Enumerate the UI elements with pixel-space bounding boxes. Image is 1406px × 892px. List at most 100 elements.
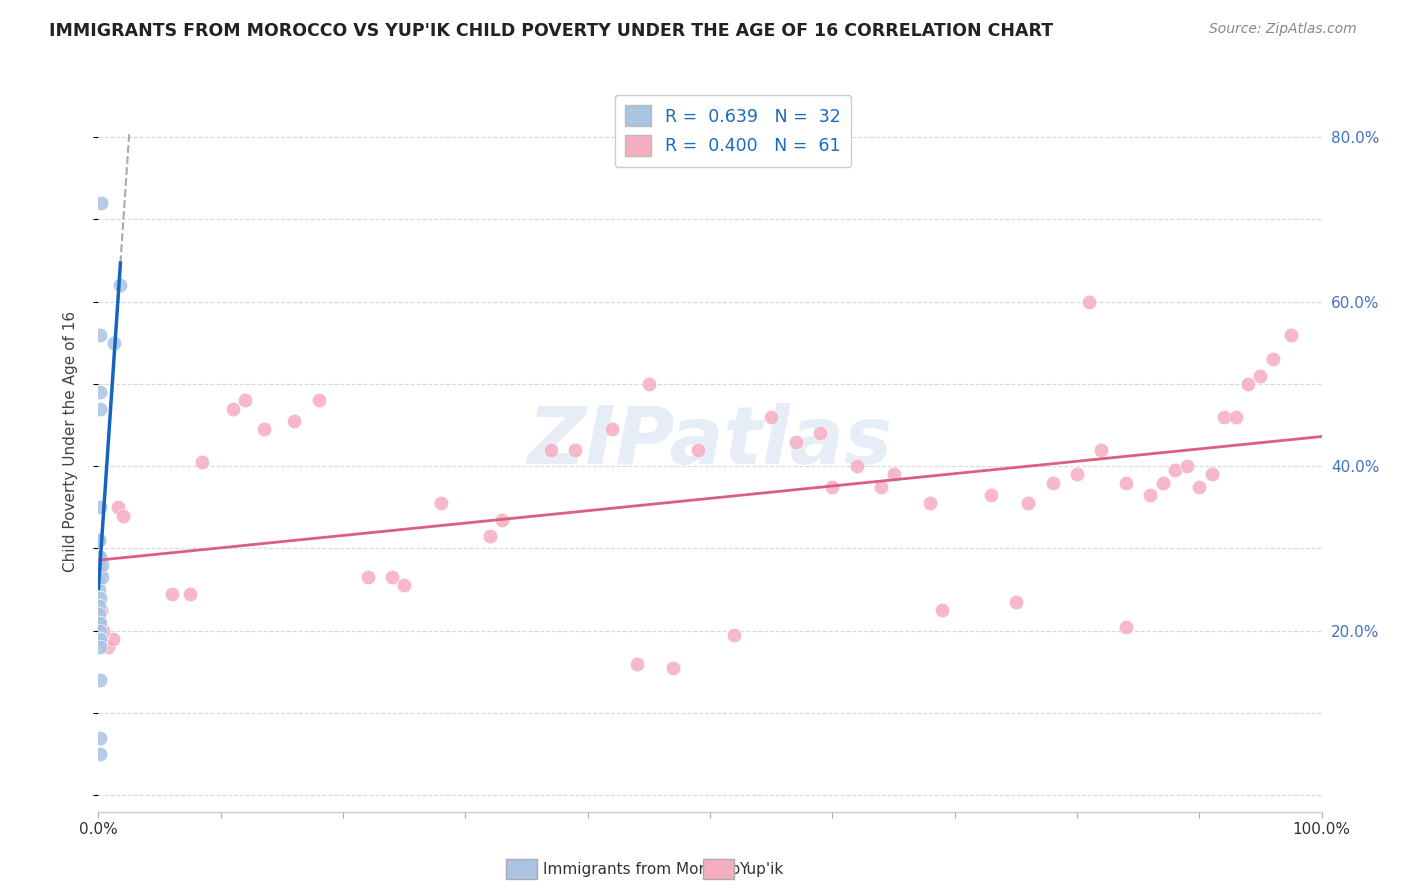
Point	[87, 574, 110, 589]
Point	[1261, 352, 1284, 367]
Point	[89, 615, 111, 630]
Point	[931, 603, 953, 617]
Text: Source: ZipAtlas.com: Source: ZipAtlas.com	[1209, 22, 1357, 37]
Point	[1212, 409, 1234, 424]
Point	[356, 570, 378, 584]
Point	[87, 558, 110, 572]
Point	[89, 327, 111, 342]
Point	[980, 488, 1002, 502]
Point	[808, 426, 831, 441]
Point	[97, 640, 120, 655]
Point	[686, 442, 709, 457]
Text: IMMIGRANTS FROM MOROCCO VS YUP'IK CHILD POVERTY UNDER THE AGE OF 16 CORRELATION : IMMIGRANTS FROM MOROCCO VS YUP'IK CHILD …	[49, 22, 1053, 40]
Point	[1004, 595, 1026, 609]
Point	[821, 480, 844, 494]
Point	[1042, 475, 1064, 490]
Point	[87, 599, 110, 613]
Point	[89, 624, 111, 638]
Point	[89, 747, 111, 761]
Point	[1225, 409, 1247, 424]
Point	[1090, 442, 1112, 457]
Point	[87, 582, 110, 597]
Point	[1066, 467, 1088, 482]
Point	[1188, 480, 1211, 494]
Point	[1279, 327, 1302, 342]
Point	[89, 731, 111, 745]
Point	[1078, 294, 1101, 309]
Point	[1164, 463, 1187, 477]
Point	[87, 549, 110, 564]
Point	[785, 434, 807, 449]
Point	[626, 657, 648, 671]
Point	[540, 442, 562, 457]
Point	[233, 393, 256, 408]
Point	[89, 549, 111, 564]
Point	[103, 335, 125, 350]
Point	[111, 508, 134, 523]
Point	[222, 401, 245, 416]
Point	[1175, 459, 1198, 474]
Point	[89, 401, 111, 416]
Point	[283, 414, 305, 428]
Text: ZIPatlas: ZIPatlas	[527, 402, 893, 481]
Point	[90, 603, 112, 617]
Point	[430, 496, 453, 510]
Point	[870, 480, 893, 494]
Point	[600, 422, 623, 436]
Point	[191, 455, 214, 469]
Point	[89, 591, 111, 605]
Point	[920, 496, 942, 510]
Point	[723, 628, 745, 642]
Point	[101, 632, 124, 646]
Point	[87, 607, 110, 622]
Point	[89, 632, 111, 646]
Point	[87, 533, 110, 548]
Legend: R =  0.639   N =  32, R =  0.400   N =  61: R = 0.639 N = 32, R = 0.400 N = 61	[614, 95, 851, 167]
Point	[1139, 488, 1161, 502]
Point	[491, 513, 513, 527]
Point	[89, 385, 111, 400]
Point	[1237, 376, 1260, 391]
Point	[308, 393, 330, 408]
Point	[381, 570, 404, 584]
Point	[91, 628, 114, 642]
Point	[107, 500, 129, 515]
Point	[160, 587, 183, 601]
Point	[90, 196, 112, 211]
Y-axis label: Child Poverty Under the Age of 16: Child Poverty Under the Age of 16	[63, 311, 77, 572]
Point	[564, 442, 586, 457]
Point	[89, 566, 111, 581]
Point	[179, 587, 201, 601]
Point	[87, 615, 110, 630]
Point	[1115, 475, 1137, 490]
Point	[1201, 467, 1223, 482]
Point	[252, 422, 274, 436]
Point	[87, 533, 110, 548]
Point	[761, 409, 783, 424]
Point	[110, 278, 132, 293]
Point	[883, 467, 905, 482]
Point	[89, 640, 111, 655]
Point	[91, 558, 114, 572]
Point	[89, 673, 111, 687]
Point	[392, 578, 416, 592]
Point	[91, 624, 114, 638]
Point	[87, 632, 110, 646]
Point	[91, 570, 114, 584]
Point	[1017, 496, 1039, 510]
Point	[845, 459, 868, 474]
Text: Yup'ik: Yup'ik	[740, 863, 783, 877]
Point	[91, 624, 114, 638]
Point	[1152, 475, 1174, 490]
Point	[87, 615, 110, 630]
Text: Immigrants from Morocco: Immigrants from Morocco	[543, 863, 740, 877]
Point	[89, 632, 111, 646]
Point	[89, 615, 111, 630]
Point	[478, 529, 501, 543]
Point	[637, 376, 661, 391]
Point	[89, 500, 111, 515]
Point	[1249, 368, 1271, 383]
Point	[87, 566, 110, 581]
Point	[662, 661, 685, 675]
Point	[1115, 619, 1137, 633]
